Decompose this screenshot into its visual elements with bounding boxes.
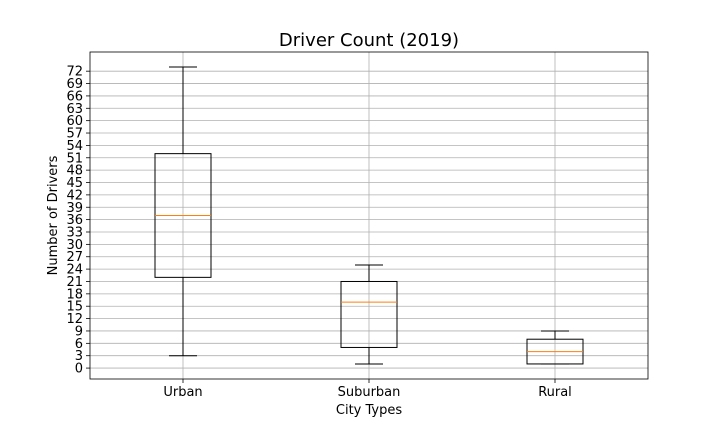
box-suburban: [340, 264, 398, 365]
x-tick-label: Rural: [538, 385, 572, 400]
box-rural: [526, 330, 584, 365]
x-axis-label: City Types: [336, 403, 402, 418]
y-tick-label: 15: [66, 300, 83, 315]
iqr-box: [340, 280, 398, 348]
y-tick-label: 57: [66, 127, 83, 142]
y-tick-label: 54: [66, 139, 83, 154]
y-tick-label: 33: [66, 225, 83, 240]
y-tick-label: 39: [66, 201, 83, 216]
y-tick-label: 0: [75, 362, 83, 377]
x-axis-ticks: Urban Suburban Rural: [163, 379, 572, 400]
y-tick-label: 42: [66, 188, 83, 203]
y-tick-label: 3: [75, 349, 83, 364]
y-tick-label: 30: [66, 238, 83, 253]
x-tick-label: Suburban: [338, 385, 401, 400]
x-tick-label: Urban: [163, 385, 202, 400]
y-tick-label: 24: [66, 263, 83, 278]
box-urban: [154, 66, 212, 357]
y-tick-label: 51: [66, 151, 83, 166]
y-tick-label: 12: [66, 312, 83, 327]
y-tick-label: 45: [66, 176, 83, 191]
box-series: [154, 66, 584, 365]
y-tick-label: 66: [66, 89, 83, 104]
y-tick-label: 72: [66, 65, 83, 80]
chart-title: Driver Count (2019): [279, 30, 459, 51]
y-tick-label: 27: [66, 250, 83, 265]
y-tick-label: 69: [66, 77, 83, 92]
y-tick-label: 63: [66, 102, 83, 117]
plot-frame: [89, 51, 649, 380]
y-tick-label: 48: [66, 164, 83, 179]
y-tick-label: 6: [75, 337, 83, 352]
y-axis-label: Number of Drivers: [46, 155, 61, 275]
y-tick-label: 9: [75, 324, 83, 339]
y-tick-label: 60: [66, 114, 83, 129]
y-tick-label: 36: [66, 213, 83, 228]
y-axis-ticks: 0369121518212427303336394245485154576063…: [66, 65, 90, 377]
y-tick-label: 18: [66, 287, 83, 302]
y-tick-label: 21: [66, 275, 83, 290]
